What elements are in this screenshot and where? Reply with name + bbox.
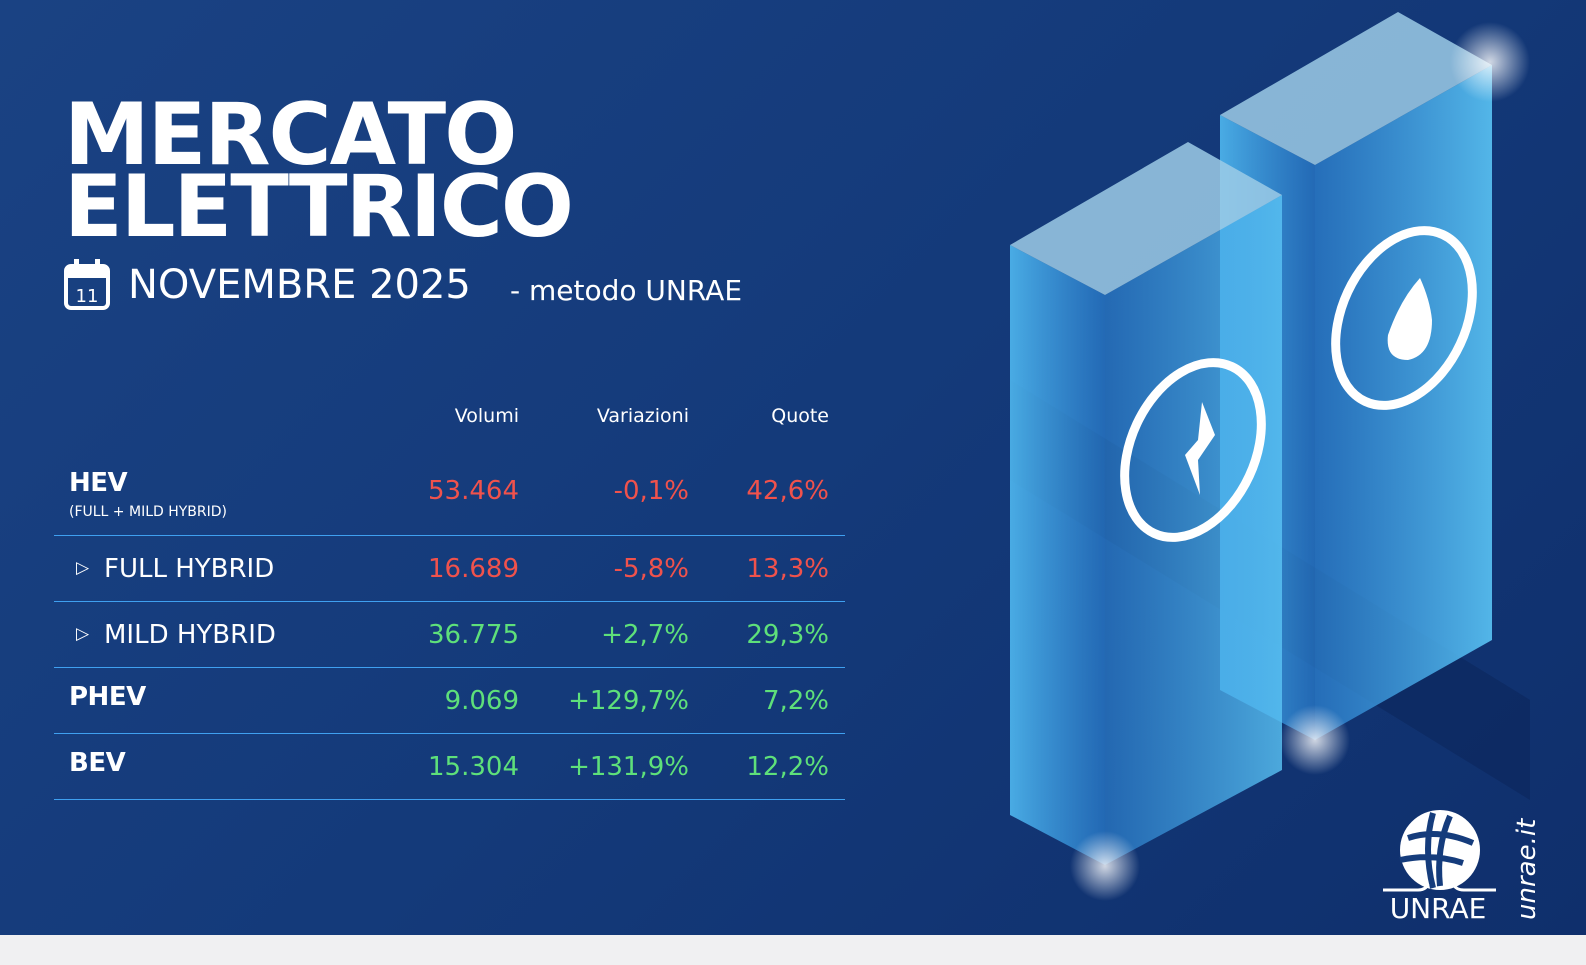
cell-volumi: 16.689 (428, 554, 519, 584)
cell-quote: 29,3% (746, 620, 829, 650)
cell-quote: 7,2% (762, 686, 829, 716)
cell-volumi: 53.464 (428, 476, 519, 506)
svg-text:UNRAE: UNRAE (1390, 892, 1487, 923)
cell-variazioni: -0,1% (613, 476, 689, 506)
infographic: MERCATO ELETTRICO 11 NOVEMBRE 2025 - met… (0, 0, 1586, 935)
svg-text:11: 11 (76, 286, 99, 307)
bottom-strip (0, 935, 1586, 965)
cell-variazioni: -5,8% (613, 554, 689, 584)
header-variazioni: Variazioni (596, 405, 689, 427)
row-label: HEV (69, 468, 128, 498)
drop-ring-icon (1331, 226, 1477, 410)
row-label: BEV (69, 748, 126, 778)
cell-quote: 12,2% (746, 752, 829, 782)
table-row: ▷ MILD HYBRID 36.775 +2,7% 29,3% (54, 602, 845, 668)
website-link[interactable]: unrae.it (1512, 818, 1542, 920)
pillars-illustration (1010, 12, 1530, 901)
pillar-front-left-face (1010, 245, 1105, 865)
table-row: HEV (FULL + MILD HYBRID) 53.464 -0,1% 42,6% (54, 456, 845, 536)
header-quote: Quote (771, 405, 829, 427)
cell-volumi: 15.304 (428, 752, 519, 782)
cell-quote: 13,3% (746, 554, 829, 584)
lightning-icon (1185, 402, 1215, 495)
header-volumi: Volumi (454, 405, 519, 427)
row-label: FULL HYBRID (104, 554, 275, 584)
table-row: PHEV 9.069 +129,7% 7,2% (54, 668, 845, 734)
calendar-icon: 11 (64, 259, 110, 310)
title-line-2: ELETTRICO (64, 157, 574, 257)
fuel-drop-icon (1387, 278, 1432, 360)
triangle-right-icon: ▷ (76, 624, 90, 644)
row-label: MILD HYBRID (104, 620, 276, 650)
cell-volumi: 36.775 (428, 620, 519, 650)
row-sublabel: (FULL + MILD HYBRID) (69, 504, 228, 520)
table-row: BEV 15.304 +131,9% 12,2% (54, 734, 845, 800)
cell-variazioni: +2,7% (601, 620, 689, 650)
title-line-1: MERCATO (64, 85, 517, 185)
lightning-ring-icon (1120, 358, 1266, 542)
row-label: PHEV (69, 682, 146, 712)
cell-variazioni: +131,9% (568, 752, 689, 782)
cell-quote: 42,6% (746, 476, 829, 506)
period-method: - metodo UNRAE (510, 274, 743, 307)
triangle-right-icon: ▷ (76, 558, 90, 578)
unrae-logo: UNRAE (1383, 810, 1496, 923)
period-month: NOVEMBRE 2025 (128, 262, 471, 308)
cell-volumi: 9.069 (444, 686, 519, 716)
cell-variazioni: +129,7% (568, 686, 689, 716)
table-row: ▷ FULL HYBRID 16.689 -5,8% 13,3% (54, 536, 845, 602)
